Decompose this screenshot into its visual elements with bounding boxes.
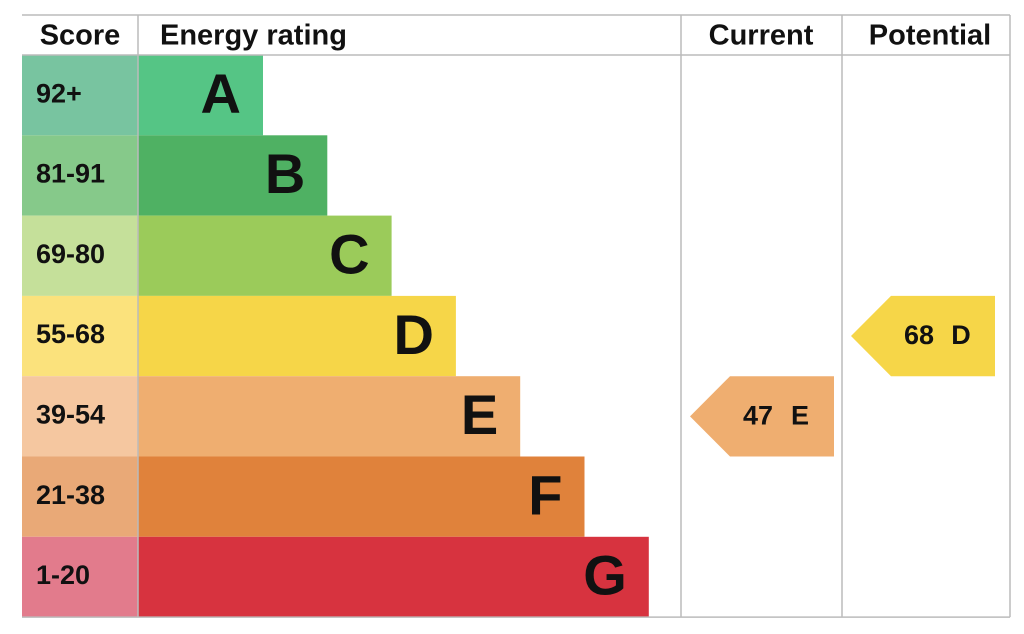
potential-value: 68 bbox=[904, 320, 934, 350]
score-cell bbox=[22, 135, 138, 216]
current-header: Current bbox=[709, 20, 814, 52]
potential-arrow bbox=[851, 295, 995, 377]
current-letter: E bbox=[791, 400, 809, 430]
score-label: 92+ bbox=[36, 78, 82, 108]
score-label: 21-38 bbox=[36, 480, 105, 510]
score-cell bbox=[22, 376, 138, 457]
score-cell bbox=[22, 55, 138, 136]
score-label: 69-80 bbox=[36, 239, 105, 269]
rating-letter: A bbox=[201, 62, 241, 125]
rating-letter: E bbox=[461, 383, 498, 446]
rating-letter: G bbox=[583, 544, 627, 607]
score-cell bbox=[22, 536, 138, 618]
score-header: Score bbox=[40, 20, 121, 52]
score-label: 39-54 bbox=[36, 399, 105, 429]
rating-bar bbox=[138, 536, 649, 618]
score-cell bbox=[22, 456, 138, 537]
rating-letter: D bbox=[393, 303, 433, 366]
rating-bar bbox=[138, 456, 585, 537]
potential-letter: D bbox=[951, 320, 971, 350]
rating-bar bbox=[138, 295, 456, 377]
score-cell bbox=[22, 215, 138, 296]
rating-bar bbox=[138, 376, 521, 457]
rating-bar bbox=[138, 55, 263, 136]
rating-letter: B bbox=[265, 142, 305, 205]
potential-header: Potential bbox=[869, 20, 991, 52]
rating-letter: F bbox=[528, 463, 562, 526]
rating-letter: C bbox=[329, 223, 369, 286]
rating-header: Energy rating bbox=[160, 20, 347, 52]
rating-bar bbox=[138, 215, 392, 296]
score-label: 55-68 bbox=[36, 319, 105, 349]
rating-bar bbox=[138, 135, 328, 216]
score-label: 1-20 bbox=[36, 560, 90, 590]
score-label: 81-91 bbox=[36, 159, 105, 189]
current-value: 47 bbox=[743, 400, 773, 430]
current-arrow bbox=[690, 376, 834, 457]
score-cell bbox=[22, 295, 138, 377]
